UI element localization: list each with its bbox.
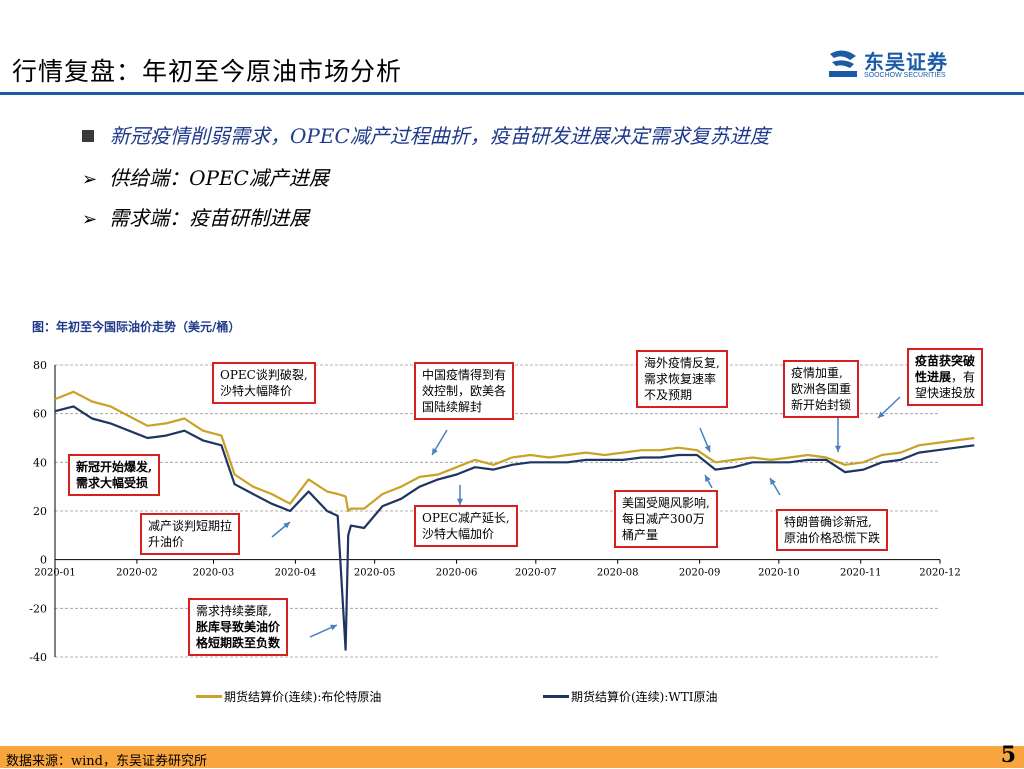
pointer-arrowhead bbox=[330, 624, 337, 631]
annotation-line: 海外疫情反复, bbox=[644, 356, 720, 370]
legend-label-wti: 期货结算价(连续):WTI原油 bbox=[571, 690, 718, 704]
bullet-main: 新冠疫情削弱需求，OPEC减产过程曲折，疫苗研发进展决定需求复苏进度 bbox=[82, 120, 770, 149]
annotation-line: 减产谈判短期拉 bbox=[148, 519, 233, 533]
soochow-logo-icon bbox=[829, 50, 857, 77]
annotation-opec-talks-collapse: OPEC谈判破裂, 沙特大幅降价 bbox=[212, 362, 316, 404]
pointer-arrowhead bbox=[432, 448, 438, 455]
x-tick-label: 2020-04 bbox=[275, 568, 317, 579]
legend-item-wti: 期货结算价(连续):WTI原油 bbox=[543, 688, 718, 705]
arrow-bullet-icon: ➢ bbox=[82, 169, 98, 190]
annotation-line: 不及预期 bbox=[644, 388, 693, 402]
annotation-europe-lockdown: 疫情加重, 欧洲各国重新开始封锁 bbox=[783, 360, 860, 418]
footer-bar bbox=[0, 746, 1024, 768]
annotation-line: 欧洲各国重 bbox=[791, 382, 852, 396]
annotation-line: 疫苗获突破 bbox=[915, 354, 976, 368]
pointer-arrowhead bbox=[878, 411, 885, 418]
pointer-arrowhead bbox=[456, 498, 464, 505]
annotation-line: 格短期跌至负数 bbox=[196, 636, 281, 650]
x-tick-label: 2020-10 bbox=[758, 568, 800, 579]
chart-caption: 图：年初至今国际油价走势（美元/桶） bbox=[32, 320, 241, 334]
annotation-line: 国陆续解封 bbox=[422, 400, 483, 414]
bullet-demand-text: 需求端：疫苗研制进展 bbox=[109, 206, 310, 230]
pointer-arrowhead bbox=[834, 445, 842, 452]
annotation-line: 新开始封锁 bbox=[791, 398, 852, 412]
annotation-negative-wti: 需求持续萎靡, 胀库导致美油价 格短期跌至负数 bbox=[188, 598, 289, 656]
annotation-line: 性进展，有 bbox=[915, 370, 976, 384]
series-line-wti bbox=[54, 405, 975, 651]
bullet-supply-text: 供给端：OPEC减产进展 bbox=[109, 166, 329, 190]
x-tick-label: 2020-11 bbox=[840, 568, 882, 579]
x-tick-label: 2020-08 bbox=[597, 568, 639, 579]
series-line-brent bbox=[54, 390, 975, 513]
bullet-main-text: 新冠疫情削弱需求，OPEC减产过程曲折，疫苗研发进展决定需求复苏进度 bbox=[110, 124, 770, 148]
annotation-line: 需求大幅受损 bbox=[76, 476, 149, 490]
logo-text-cn: 东吴证券 bbox=[864, 50, 948, 74]
annotation-line: 桶产量 bbox=[622, 528, 659, 542]
bullet-demand: ➢ 需求端：疫苗研制进展 bbox=[82, 202, 309, 231]
annotation-line: 沙特大幅加价 bbox=[422, 527, 495, 541]
legend-label-brent: 期货结算价(连续):布伦特原油 bbox=[224, 690, 382, 704]
square-bullet-icon bbox=[82, 130, 94, 142]
company-logo: 东吴证券 SOOCHOW SECURITIES bbox=[826, 44, 976, 84]
annotation-line: 沙特大幅降价 bbox=[220, 384, 293, 398]
y-tick-label: -20 bbox=[29, 602, 47, 615]
arrow-bullet-icon: ➢ bbox=[82, 209, 98, 230]
x-tick-label: 2020-06 bbox=[436, 568, 478, 579]
annotation-overseas-relapse: 海外疫情反复, 需求恢复速率 不及预期 bbox=[636, 350, 728, 408]
annotation-line: 胀库导致美油价 bbox=[196, 620, 281, 634]
annotation-opec-extension: OPEC减产延长, 沙特大幅加价 bbox=[414, 505, 518, 547]
annotation-line: 疫情加重, bbox=[791, 366, 843, 380]
annotation-line: 需求持续萎靡, bbox=[196, 604, 272, 618]
annotation-line: 原油价格恐慌下跌 bbox=[784, 531, 881, 545]
legend-item-brent: 期货结算价(连续):布伦特原油 bbox=[196, 688, 381, 705]
annotation-line: 新冠开始爆发, bbox=[76, 460, 153, 474]
annotation-cut-talks-rally: 减产谈判短期拉 升油价 bbox=[140, 513, 241, 555]
pointer-arrowhead bbox=[705, 475, 711, 482]
annotation-vaccine: 疫苗获突破性进展，有望快速投放 bbox=[907, 348, 984, 406]
page-title: 行情复盘：年初至今原油市场分析 bbox=[12, 57, 403, 86]
annotation-line: 需求恢复速率 bbox=[644, 372, 717, 386]
annotation-line: 望快速投放 bbox=[915, 386, 976, 400]
x-tick-label: 2020-05 bbox=[354, 568, 396, 579]
page-number: 5 bbox=[1000, 742, 1016, 768]
data-source: 数据来源：wind，东吴证券研究所 bbox=[6, 754, 207, 769]
annotation-hurricane: 美国受飓风影响, 每日减产300万 桶产量 bbox=[614, 490, 718, 548]
annotation-trump-covid: 特朗普确诊新冠, 原油价格恐慌下跌 bbox=[776, 509, 889, 551]
pointer-arrowhead bbox=[770, 478, 776, 485]
x-tick-label: 2020-01 bbox=[34, 568, 76, 579]
y-tick-label: 60 bbox=[33, 408, 47, 421]
y-tick-label: 0 bbox=[40, 554, 47, 567]
annotation-line: 升油价 bbox=[148, 535, 185, 549]
pointer-arrowhead bbox=[704, 445, 711, 452]
y-tick-label: 20 bbox=[33, 505, 47, 518]
annotation-line: 每日减产300万 bbox=[622, 512, 705, 526]
logo-text-en: SOOCHOW SECURITIES bbox=[864, 72, 946, 79]
title-divider bbox=[0, 92, 1024, 95]
annotation-line: 特朗普确诊新冠, bbox=[784, 515, 872, 529]
annotation-china-recovery: 中国疫情得到有 效控制，欧美各 国陆续解封 bbox=[414, 362, 515, 420]
annotation-line: OPEC减产延长, bbox=[422, 511, 510, 525]
annotation-line: 中国疫情得到有 bbox=[422, 368, 507, 382]
y-tick-label: 40 bbox=[33, 456, 47, 469]
x-tick-label: 2020-03 bbox=[193, 568, 235, 579]
legend-swatch-wti bbox=[543, 695, 569, 698]
x-tick-label: 2020-02 bbox=[116, 568, 158, 579]
y-tick-label: -40 bbox=[29, 651, 47, 664]
x-tick-label: 2020-09 bbox=[679, 568, 721, 579]
pointer-arrowhead bbox=[283, 522, 290, 529]
annotation-line: 美国受飓风影响, bbox=[622, 496, 710, 510]
y-tick-label: 80 bbox=[33, 359, 47, 372]
annotation-outbreak: 新冠开始爆发, 需求大幅受损 bbox=[68, 454, 161, 496]
bullet-supply: ➢ 供给端：OPEC减产进展 bbox=[82, 162, 329, 191]
x-tick-label: 2020-12 bbox=[919, 568, 961, 579]
x-tick-label: 2020-07 bbox=[515, 568, 557, 579]
annotation-line: OPEC谈判破裂, bbox=[220, 368, 308, 382]
annotation-line: 效控制，欧美各 bbox=[422, 384, 507, 398]
legend-swatch-brent bbox=[196, 695, 222, 698]
